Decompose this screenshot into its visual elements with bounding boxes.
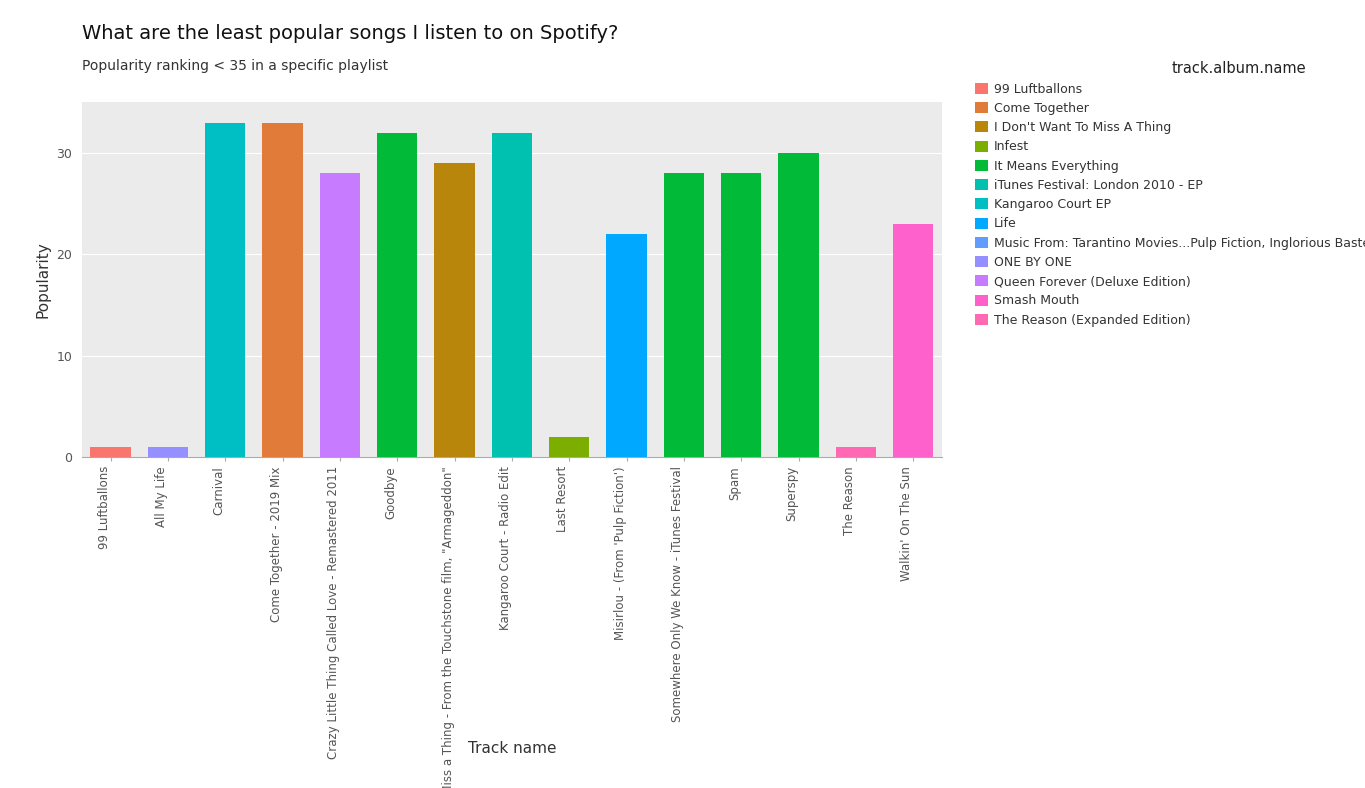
- Bar: [778, 153, 819, 457]
- Bar: [205, 123, 246, 457]
- Bar: [491, 133, 532, 457]
- Text: Popularity ranking < 35 in a specific playlist: Popularity ranking < 35 in a specific pl…: [82, 59, 388, 73]
- Text: What are the least popular songs I listen to on Spotify?: What are the least popular songs I liste…: [82, 24, 618, 43]
- Bar: [147, 447, 188, 457]
- Bar: [262, 123, 303, 457]
- Bar: [721, 173, 762, 457]
- Bar: [893, 224, 934, 457]
- Legend: 99 Luftballons, Come Together, I Don't Want To Miss A Thing, Infest, It Means Ev: 99 Luftballons, Come Together, I Don't W…: [976, 61, 1365, 327]
- Bar: [606, 234, 647, 457]
- Bar: [319, 173, 360, 457]
- Bar: [663, 173, 704, 457]
- Bar: [549, 437, 590, 457]
- Y-axis label: Popularity: Popularity: [35, 241, 51, 318]
- Bar: [90, 447, 131, 457]
- Bar: [377, 133, 418, 457]
- Bar: [835, 447, 876, 457]
- Text: Track name: Track name: [468, 742, 556, 756]
- Bar: [434, 163, 475, 457]
